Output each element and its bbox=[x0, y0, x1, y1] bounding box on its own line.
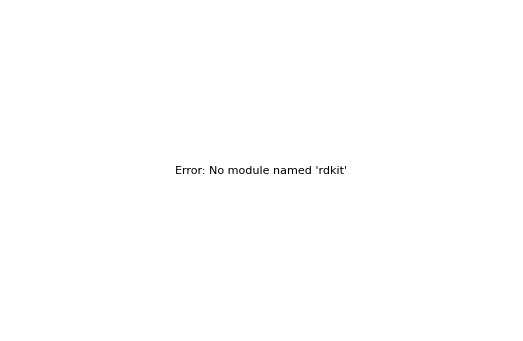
Text: Error: No module named 'rdkit': Error: No module named 'rdkit' bbox=[175, 165, 348, 176]
